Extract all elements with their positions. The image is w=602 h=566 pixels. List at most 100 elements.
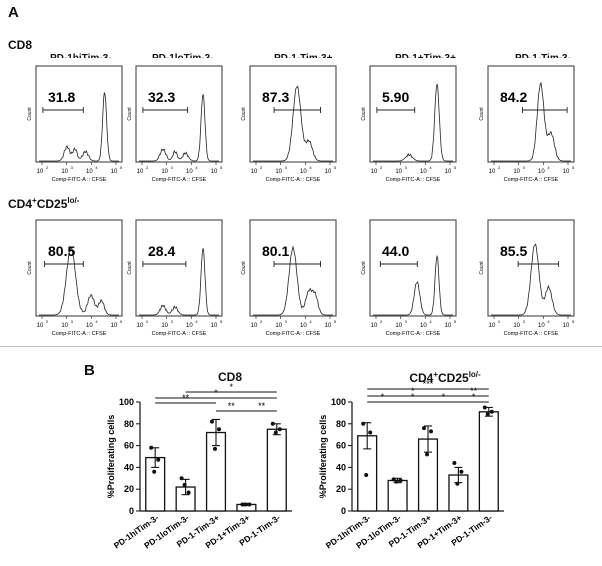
histogram-xtick-label: 10 — [300, 323, 307, 329]
histogram-xtick-exp: 4 — [547, 165, 550, 170]
histogram-xtick-label: 10 — [137, 323, 144, 329]
histogram-xtick-label: 10 — [161, 169, 168, 175]
histogram-ylabel: Count — [241, 107, 247, 121]
panel-b-letter: B — [84, 362, 95, 379]
histogram-xtick-exp: 2 — [46, 165, 49, 170]
histogram-xtick-label: 10 — [111, 323, 118, 329]
histogram-xlabel: Comp-FITC-A :: CFSE — [152, 177, 207, 183]
data-point — [394, 479, 399, 484]
data-point — [273, 430, 278, 435]
data-point — [182, 482, 187, 487]
data-point — [429, 429, 433, 434]
bar-title-cd4-sup2: lo/- — [468, 370, 481, 379]
y-tick-label: 0 — [341, 506, 346, 516]
histogram-xtick-label: 10 — [325, 169, 332, 175]
histogram-xtick-exp: 3 — [405, 165, 408, 170]
histogram-xtick-exp: 4 — [309, 319, 312, 324]
histogram-ylabel: Count — [361, 261, 367, 275]
cut-label-2: PD-1loTim-3- — [152, 52, 222, 58]
histogram-xtick-exp: 3 — [523, 319, 526, 324]
histogram-xtick-label: 10 — [489, 169, 496, 175]
cut-label-5: PD-1-Tim-3- — [515, 52, 585, 58]
histogram-xlabel: Comp-FITC-A :: CFSE — [386, 331, 441, 337]
y-tick-label: 100 — [119, 397, 134, 407]
data-point — [368, 430, 373, 435]
row-label-cd4-rest: CD25 — [36, 197, 68, 211]
bar-2 — [387, 479, 408, 512]
histogram-ylabel: Count — [127, 107, 133, 121]
histogram-xtick-label: 10 — [61, 169, 68, 175]
histogram-frame — [487, 65, 575, 163]
bar-5 — [266, 428, 287, 512]
histogram-curve — [491, 81, 571, 162]
histogram-frame — [249, 219, 337, 317]
histogram-curve — [139, 94, 219, 162]
histogram-xtick-label: 10 — [513, 169, 520, 175]
histogram-curve — [373, 83, 453, 162]
histogram-xlabel: Comp-FITC-A :: CFSE — [152, 331, 207, 337]
histogram-xtick-label: 10 — [395, 323, 402, 329]
gate-value: 32.3 — [148, 89, 175, 105]
data-point — [179, 476, 184, 481]
gate-value: 28.4 — [148, 243, 175, 259]
histogram-xtick-exp: 5 — [334, 319, 337, 324]
gate-value: 80.1 — [262, 243, 289, 259]
histogram-xtick-exp: 5 — [120, 319, 123, 324]
histogram-xtick-exp: 5 — [220, 319, 223, 324]
data-point — [149, 445, 154, 450]
histogram-frame — [35, 65, 123, 163]
histogram-ylabel: Count — [127, 261, 133, 275]
y-tick-label: 60 — [336, 441, 346, 451]
data-point — [364, 473, 369, 478]
histogram-xtick-exp: 5 — [334, 165, 337, 170]
histogram-xtick-label: 10 — [420, 323, 427, 329]
significance-label: ** — [228, 401, 236, 411]
significance-label: ** — [258, 401, 266, 411]
data-point — [247, 502, 252, 507]
cut-label-4: PD-1+Tim-3+ — [395, 52, 465, 58]
y-tick-label: 60 — [124, 441, 134, 451]
histogram-xtick-exp: 3 — [71, 165, 74, 170]
gate-value: 31.8 — [48, 89, 75, 105]
significance-label: * — [214, 388, 218, 398]
histogram-curve — [39, 92, 119, 162]
y-tick-label: 40 — [124, 462, 134, 472]
histogram-xtick-exp: 2 — [46, 319, 49, 324]
histogram-xtick-label: 10 — [186, 323, 193, 329]
histogram-xtick-exp: 3 — [71, 319, 74, 324]
significance-label: * — [229, 382, 233, 392]
histogram-xtick-exp: 2 — [146, 165, 149, 170]
data-point — [391, 477, 396, 482]
histogram-xtick-exp: 2 — [380, 165, 383, 170]
bar-title-cd8: CD8 — [217, 370, 242, 384]
histogram-xtick-exp: 2 — [380, 319, 383, 324]
histogram-ylabel: Count — [27, 107, 33, 121]
histogram-xtick-exp: 2 — [498, 319, 501, 324]
histogram-xtick-exp: 4 — [429, 319, 432, 324]
histogram-frame — [135, 65, 223, 163]
data-point — [270, 421, 275, 426]
histogram-xtick-exp: 5 — [454, 165, 457, 170]
histogram-ylabel: Count — [479, 261, 485, 275]
histogram-xlabel: Comp-FITC-A :: CFSE — [266, 331, 321, 337]
data-point — [459, 469, 464, 474]
data-point — [455, 481, 460, 486]
significance-label: * — [472, 392, 476, 402]
bar-title-cd4-main: CD4 — [409, 371, 434, 385]
histogram-ylabel: Count — [27, 261, 33, 275]
y-tick-label: 80 — [336, 419, 346, 429]
panel-divider — [0, 346, 602, 347]
histogram-xtick-exp: 3 — [171, 165, 174, 170]
histogram-ylabel: Count — [479, 107, 485, 121]
data-point — [186, 490, 191, 495]
data-point — [243, 502, 248, 507]
histogram-xtick-exp: 2 — [260, 319, 263, 324]
y-tick-label: 20 — [124, 484, 134, 494]
histogram-xtick-label: 10 — [137, 169, 144, 175]
histogram-xtick-exp: 2 — [146, 319, 149, 324]
histogram-xtick-label: 10 — [371, 169, 378, 175]
